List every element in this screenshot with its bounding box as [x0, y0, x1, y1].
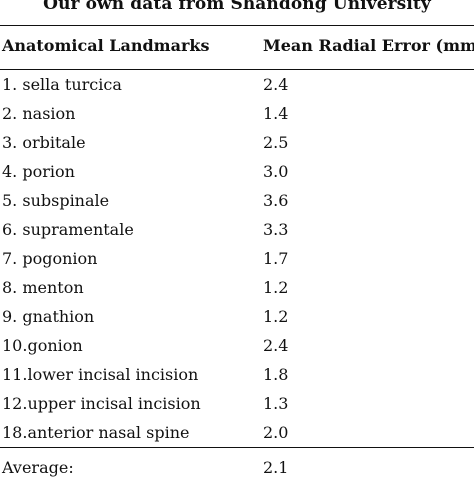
mean-radial-error-value: 2.5: [263, 133, 289, 152]
table-row: 2. nasion 1.4: [0, 100, 474, 129]
table-row: 12.upper incisal incision 1.3: [0, 390, 474, 419]
mean-radial-error-value: 1.2: [263, 307, 289, 326]
mean-radial-error-value: 2.4: [263, 336, 289, 355]
table-row: 9. gnathion 1.2: [0, 303, 474, 332]
landmark-name: 2. nasion: [2, 104, 76, 123]
table-row: 5. subspinale 3.6: [0, 187, 474, 216]
mean-radial-error-value: 3.6: [263, 191, 289, 210]
mean-radial-error-value: 2.0: [263, 423, 289, 442]
table-row: 4. porion 3.0: [0, 158, 474, 187]
average-value: 2.1: [263, 458, 289, 477]
table-row: 11.lower incisal incision 1.8: [0, 361, 474, 390]
header-mean-radial-error: Mean Radial Error (mm): [263, 36, 474, 55]
landmark-name: 10.gonion: [2, 336, 83, 355]
mean-radial-error-value: 1.7: [263, 249, 289, 268]
table-title: Our own data from Shandong University: [43, 0, 431, 14]
mean-radial-error-value: 2.4: [263, 75, 289, 94]
average-label: Average:: [2, 458, 74, 477]
table-row: 6. supramentale 3.3: [0, 216, 474, 245]
mean-radial-error-value: 3.0: [263, 162, 289, 181]
top-rule: [0, 25, 474, 26]
landmark-name: 7. pogonion: [2, 249, 98, 268]
mean-radial-error-value: 1.3: [263, 394, 289, 413]
table-row: 1. sella turcica 2.4: [0, 71, 474, 100]
mean-radial-error-value: 1.4: [263, 104, 289, 123]
table-row: 3. orbitale 2.5: [0, 129, 474, 158]
landmark-name: 12.upper incisal incision: [2, 394, 201, 413]
mean-radial-error-value: 1.2: [263, 278, 289, 297]
landmark-name: 18.anterior nasal spine: [2, 423, 190, 442]
landmark-name: 5. subspinale: [2, 191, 110, 210]
header-anatomical-landmarks: Anatomical Landmarks: [2, 36, 210, 55]
landmark-name: 11.lower incisal incision: [2, 365, 199, 384]
table-body: 1. sella turcica 2.4 2. nasion 1.4 3. or…: [0, 71, 474, 448]
table-row: 7. pogonion 1.7: [0, 245, 474, 274]
landmark-name: 8. menton: [2, 278, 84, 297]
table-row: 18.anterior nasal spine 2.0: [0, 419, 474, 448]
landmark-name: 6. supramentale: [2, 220, 134, 239]
average-rule: [0, 447, 474, 448]
table-row: 8. menton 1.2: [0, 274, 474, 303]
landmark-name: 9. gnathion: [2, 307, 95, 326]
landmark-name: 4. porion: [2, 162, 75, 181]
landmark-name: 3. orbitale: [2, 133, 86, 152]
mean-radial-error-value: 1.8: [263, 365, 289, 384]
mean-radial-error-value: 3.3: [263, 220, 289, 239]
header-rule: [0, 69, 474, 70]
table-row: 10.gonion 2.4: [0, 332, 474, 361]
landmark-name: 1. sella turcica: [2, 75, 122, 94]
